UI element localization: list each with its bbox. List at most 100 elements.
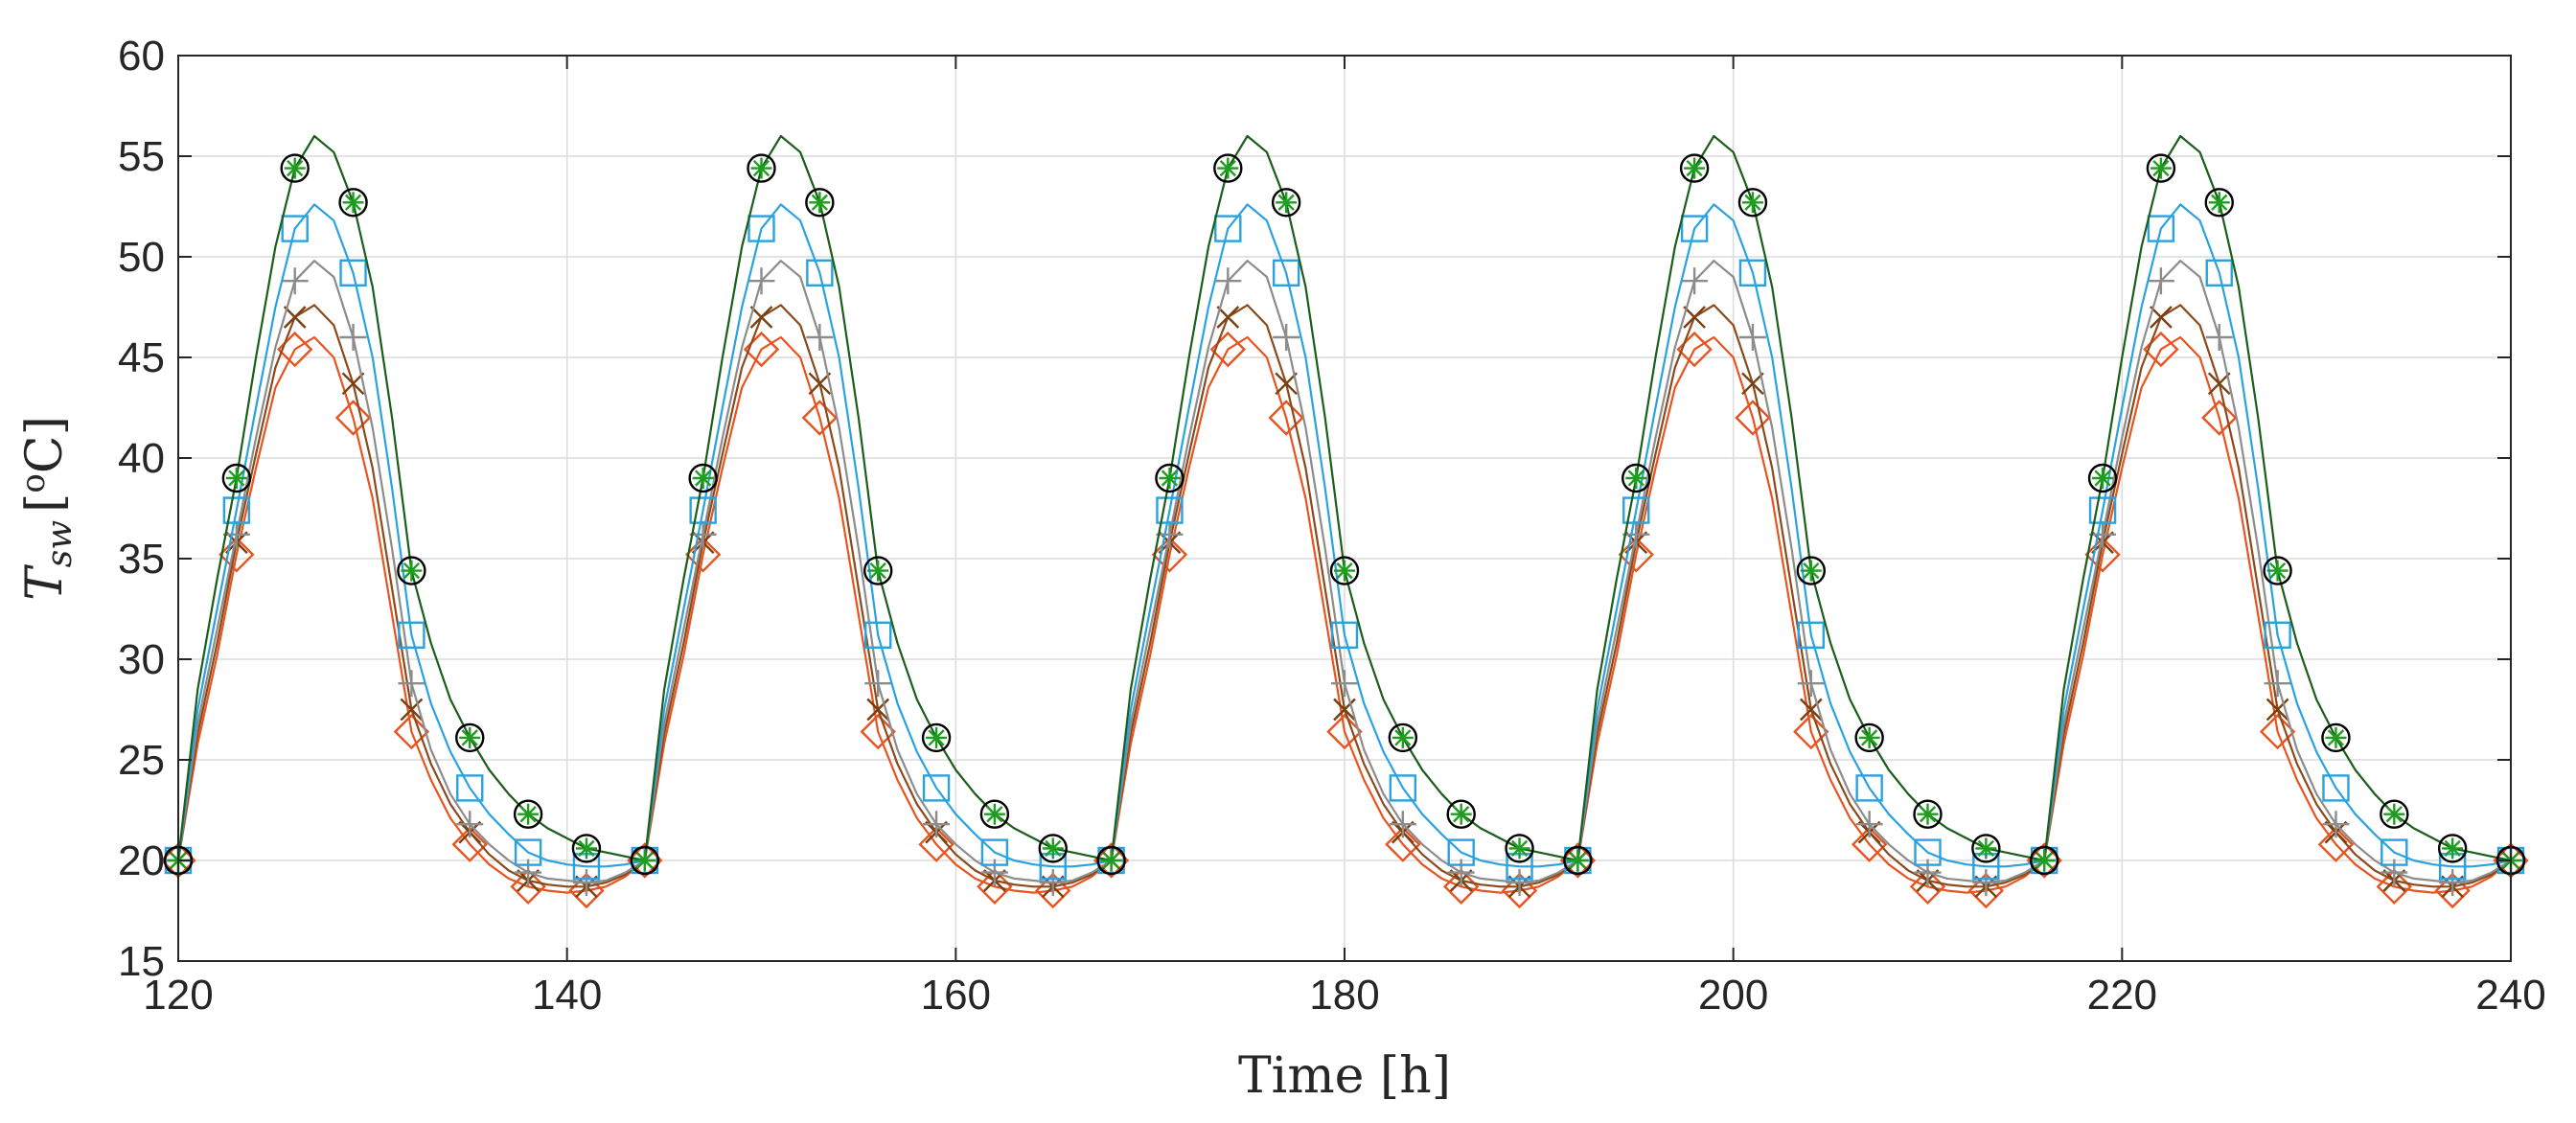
data-point-diamond <box>2201 400 2238 436</box>
data-point-circle <box>1913 799 1943 829</box>
data-point-plus <box>689 520 717 548</box>
data-point-star <box>1567 850 1589 871</box>
data-point-star <box>1800 560 1822 582</box>
data-point-plus <box>222 520 250 548</box>
x-tick-label: 220 <box>2087 972 2157 1019</box>
data-point-square <box>689 496 717 524</box>
data-point-circle <box>280 153 310 183</box>
tick-labels: 120 140 160 180 200 220 240 15 20 25 30 35 40 45 50 55 6… <box>118 33 2546 1019</box>
data-point-square <box>2205 259 2233 286</box>
data-point-star <box>983 803 1005 825</box>
data-point-star <box>459 726 481 748</box>
data-point-diamond <box>627 842 663 879</box>
data-point-plus <box>1681 267 1709 295</box>
data-point-star <box>809 192 831 214</box>
data-point-plus <box>1972 869 2000 897</box>
data-point-plus <box>923 811 951 838</box>
x-axis-label: Time [h] <box>1238 1047 1451 1105</box>
data-point-square <box>1680 215 1709 242</box>
y-tick-label: 15 <box>118 938 165 985</box>
data-point-plus <box>2089 520 2117 548</box>
data-point-plus <box>1273 324 1300 351</box>
data-point-cross <box>2207 372 2231 396</box>
data-point-circle <box>921 722 952 753</box>
data-point-circle <box>1737 188 1768 218</box>
data-point-plus <box>1214 267 1242 295</box>
data-point-star <box>1625 468 1647 489</box>
data-point-square <box>1214 215 1242 242</box>
y-tick-label: 25 <box>118 737 165 784</box>
data-point-plus <box>1389 811 1416 838</box>
data-point-circle <box>455 722 485 753</box>
data-point-plus <box>1447 859 1475 886</box>
data-point-square <box>1330 621 1359 649</box>
data-point-star <box>1276 192 1298 214</box>
y-tick-label: 40 <box>118 435 165 482</box>
data-point-diamond <box>1092 842 1130 879</box>
series-markers <box>163 153 2526 876</box>
data-point-square <box>456 774 484 802</box>
series-series-1 <box>163 134 2526 876</box>
data-point-circle <box>1213 153 1243 183</box>
data-point-cross <box>808 372 832 396</box>
data-point-circle <box>1446 799 1476 829</box>
data-point-circle <box>1679 153 1710 183</box>
data-point-circle <box>863 556 893 585</box>
y-tick-label: 45 <box>118 334 165 381</box>
data-point-circle <box>1563 845 1593 876</box>
data-point-circle <box>221 463 252 493</box>
data-point-star <box>284 157 306 179</box>
data-point-square <box>980 838 1009 866</box>
data-point-circle <box>1329 556 1360 585</box>
data-point-star <box>2325 726 2347 748</box>
y-tick-label: 30 <box>118 636 165 683</box>
data-point-star <box>692 468 714 489</box>
series-layer <box>160 134 2529 909</box>
data-point-plus <box>572 869 600 897</box>
data-point-plus <box>1331 670 1358 698</box>
data-point-circle <box>688 463 718 493</box>
data-point-diamond <box>1618 537 1654 573</box>
data-point-plus <box>281 267 309 295</box>
data-point-star <box>1392 726 1414 748</box>
data-point-diamond <box>393 713 430 750</box>
data-point-square <box>1389 774 1417 802</box>
data-point-square <box>1156 496 1184 524</box>
data-point-square <box>398 621 426 649</box>
data-point-square <box>922 774 951 802</box>
data-point-plus <box>1622 520 1650 548</box>
data-point-plus <box>2205 324 2233 351</box>
data-point-diamond <box>334 400 372 436</box>
data-point-diamond <box>1909 868 1946 905</box>
data-point-diamond <box>2376 868 2412 905</box>
data-point-circle <box>1622 463 1651 493</box>
data-point-star <box>2150 157 2172 179</box>
data-point-diamond <box>1151 537 1188 573</box>
data-point-diamond <box>218 537 255 573</box>
x-tick-label: 180 <box>1309 972 1379 1019</box>
data-point-diamond <box>1443 868 1480 905</box>
data-point-diamond <box>801 400 839 436</box>
data-point-plus <box>864 670 892 698</box>
data-point-circle <box>747 153 776 183</box>
data-point-cross <box>1275 372 1298 396</box>
data-point-cross <box>1683 306 1706 329</box>
data-point-plus <box>806 324 834 351</box>
data-point-square <box>1272 259 1300 286</box>
data-point-star <box>2092 468 2114 489</box>
data-point-square <box>339 259 367 286</box>
data-point-square <box>748 215 775 242</box>
data-point-diamond <box>684 537 722 573</box>
data-point-plus <box>456 811 484 838</box>
data-point-plus <box>1738 324 1766 351</box>
data-point-circle <box>2029 845 2059 876</box>
data-point-square <box>1797 621 1826 649</box>
data-point-plus <box>398 670 426 698</box>
series-line <box>176 335 2512 894</box>
data-point-diamond <box>2084 537 2121 573</box>
data-point-diamond <box>1385 826 1421 862</box>
data-point-circle <box>1505 834 1534 863</box>
data-point-circle <box>571 834 602 863</box>
y-tick-label: 35 <box>118 536 165 583</box>
